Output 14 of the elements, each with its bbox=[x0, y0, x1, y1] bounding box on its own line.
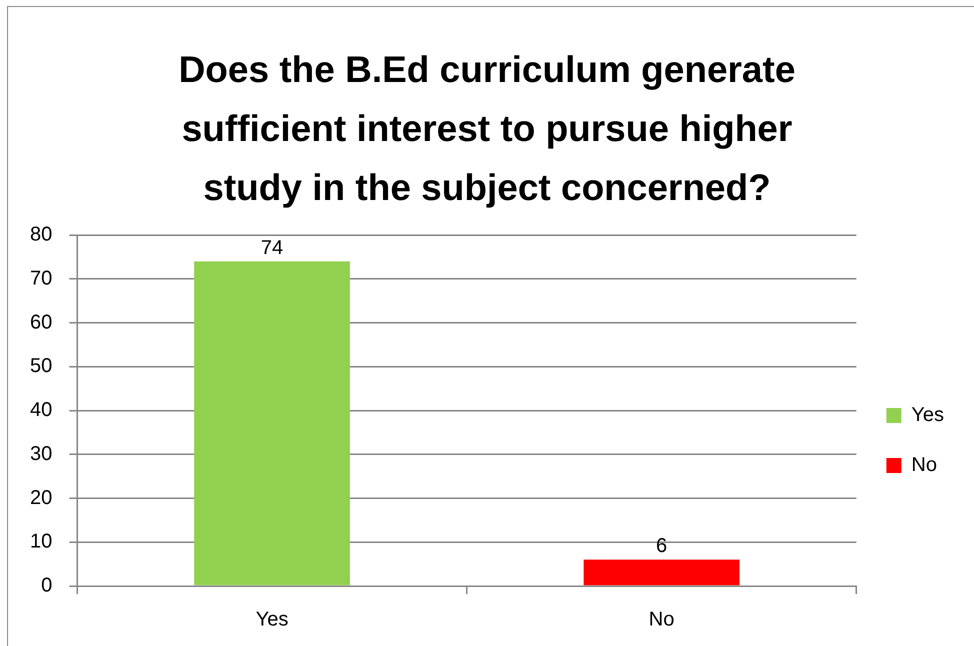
y-tick-label: 0 bbox=[41, 574, 52, 597]
y-tick-label: 60 bbox=[30, 311, 52, 334]
data-label: 6 bbox=[656, 535, 668, 558]
legend-label: No bbox=[911, 454, 937, 476]
y-tick-label: 80 bbox=[30, 224, 52, 246]
legend-label: Yes bbox=[911, 404, 944, 426]
data-label: 74 bbox=[260, 236, 284, 259]
y-tick-label: 20 bbox=[30, 486, 52, 509]
y-tick-label: 30 bbox=[30, 442, 52, 465]
y-tick-label: 40 bbox=[30, 399, 52, 422]
chart-title: Does the B.Ed curriculum generate sufficient interest to pursue higher study in the subject concerned? bbox=[178, 48, 796, 210]
y-tick-label: 70 bbox=[30, 267, 52, 290]
y-tick-label: 10 bbox=[30, 530, 52, 553]
y-tick-label: 50 bbox=[30, 355, 52, 378]
